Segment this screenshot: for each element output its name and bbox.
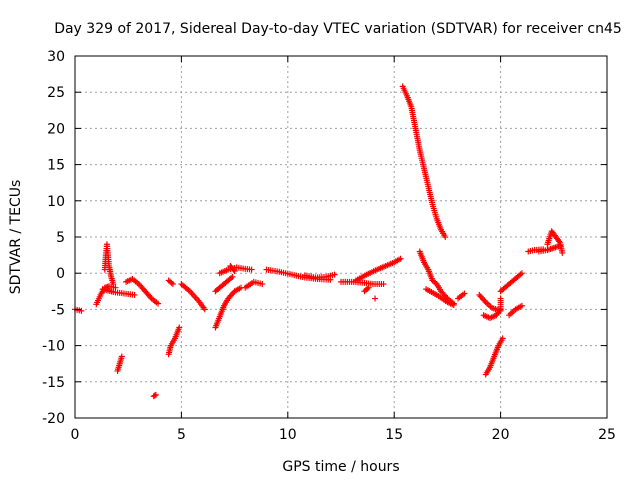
data-point	[365, 284, 372, 291]
data-point	[78, 307, 85, 314]
data-point	[118, 353, 125, 360]
y-tick-label: 0	[56, 266, 65, 282]
data-point	[499, 335, 506, 342]
data-point	[397, 255, 404, 262]
data-point	[331, 271, 338, 278]
y-tick-label: -15	[42, 375, 65, 391]
x-tick-label: 15	[385, 427, 403, 443]
x-tick-label: 5	[177, 427, 186, 443]
data-series	[72, 83, 566, 400]
data-point	[230, 266, 237, 273]
x-axis-label: GPS time / hours	[282, 459, 399, 475]
y-tick-label: -20	[42, 411, 65, 427]
data-point	[518, 302, 525, 309]
data-point	[380, 281, 387, 288]
data-point	[442, 234, 449, 240]
data-point	[497, 306, 504, 313]
data-point	[152, 391, 159, 398]
y-tick-label: 25	[47, 85, 65, 101]
data-point	[165, 277, 172, 284]
chart-title: Day 329 of 2017, Sidereal Day-to-day VTE…	[54, 21, 622, 37]
data-point	[154, 300, 161, 307]
x-tick-label: 0	[71, 427, 80, 443]
y-tick-label: -10	[42, 339, 65, 355]
data-point	[176, 324, 183, 331]
data-point	[497, 295, 504, 302]
data-point	[559, 249, 566, 256]
y-axis-label: SDTVAR / TECUs	[8, 180, 24, 295]
data-point	[450, 302, 457, 309]
data-point	[259, 281, 266, 288]
y-tick-label: 30	[47, 49, 65, 65]
data-point	[518, 270, 525, 277]
data-point	[248, 266, 255, 273]
x-tick-label: 25	[598, 427, 616, 443]
y-tick-label: 10	[47, 194, 65, 210]
x-tick-label: 20	[492, 427, 510, 443]
y-tick-label: 20	[47, 121, 65, 137]
data-point	[110, 281, 117, 288]
grid-lines	[75, 56, 607, 418]
data-point	[151, 392, 158, 399]
y-tick-label: -5	[51, 302, 65, 318]
y-tick-label: 15	[47, 158, 65, 174]
data-point	[229, 273, 236, 280]
data-point	[461, 290, 468, 297]
x-tick-label: 10	[279, 427, 297, 443]
data-point	[231, 268, 238, 275]
data-point	[372, 295, 379, 302]
data-point	[201, 306, 208, 313]
axis-ticks: 0 5 10 15 20 25 -20 -15 -10 -5 0 5 10 15 20 25 30	[42, 49, 616, 443]
y-tick-label: 5	[56, 230, 65, 246]
data-point	[131, 291, 138, 298]
